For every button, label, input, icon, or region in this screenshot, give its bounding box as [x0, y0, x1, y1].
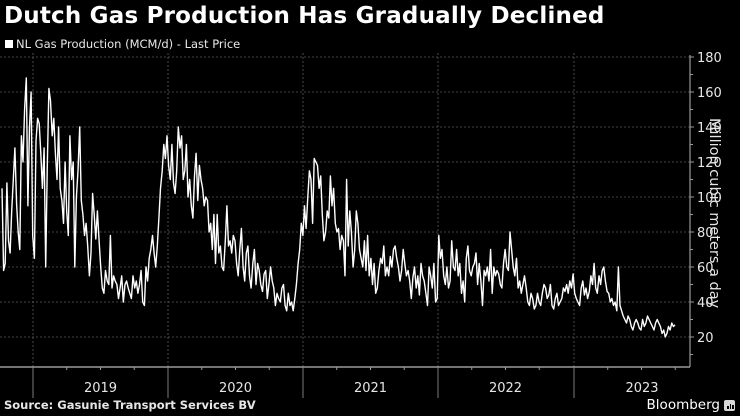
- y-tick-label: 20: [697, 331, 714, 346]
- y-tick-label: 100: [697, 191, 722, 206]
- legend-swatch: [5, 40, 13, 48]
- bloomberg-icon: [724, 400, 735, 411]
- y-tick-label: 180: [697, 51, 722, 66]
- y-tick-label: 160: [697, 86, 722, 101]
- y-tick-label: 140: [697, 121, 722, 136]
- x-axis-labels: 2019 2020 2021 2022 2023: [84, 381, 659, 396]
- legend-label: NL Gas Production (MCM/d) - Last Price: [16, 37, 241, 51]
- series-line: [1, 77, 676, 338]
- brand-logo-text: Bloomberg: [646, 397, 720, 413]
- y-axis-title: Million cubic meters a day: [706, 118, 722, 309]
- x-tick-label: 2021: [354, 381, 387, 396]
- x-tick-label: 2019: [84, 381, 117, 396]
- axes: [0, 55, 694, 398]
- y-tick-label: 80: [697, 226, 714, 241]
- grid-lines: [0, 53, 690, 367]
- x-tick-label: 2020: [219, 381, 252, 396]
- chart-title: Dutch Gas Production Has Gradually Decli…: [4, 3, 605, 29]
- x-tick-label: 2023: [625, 381, 658, 396]
- source-note: Source: Gasunie Transport Services BV: [4, 398, 256, 412]
- y-axis-labels: 20 40 60 80 100 120 140 160 180: [697, 51, 722, 346]
- y-tick-label: 40: [697, 296, 714, 311]
- y-tick-label: 60: [697, 261, 714, 276]
- legend: NL Gas Production (MCM/d) - Last Price: [5, 37, 240, 51]
- x-tick-label: 2022: [489, 381, 522, 396]
- y-tick-label: 120: [697, 156, 722, 171]
